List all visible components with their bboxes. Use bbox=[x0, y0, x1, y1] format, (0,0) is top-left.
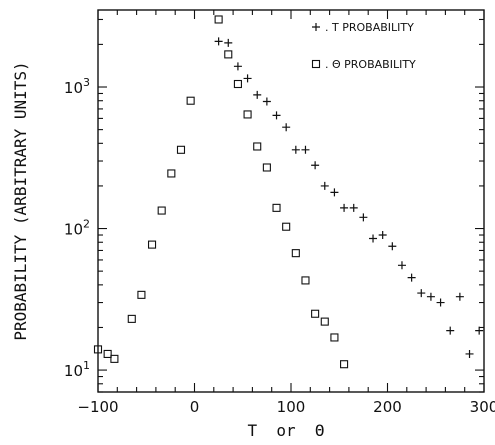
t-probability-point bbox=[369, 234, 378, 243]
theta-probability-point bbox=[253, 142, 262, 151]
t-probability-point bbox=[224, 38, 233, 47]
x-tick-label: −100 bbox=[77, 398, 118, 416]
t-probability-point bbox=[426, 292, 435, 301]
t-probability-point bbox=[272, 111, 281, 120]
t-probability-point bbox=[262, 97, 271, 106]
t-probability-point bbox=[436, 298, 445, 307]
theta-probability-point bbox=[127, 314, 136, 323]
t-probability-point bbox=[475, 326, 484, 335]
t-probability-point bbox=[340, 203, 349, 212]
x-axis-title: T or Θ bbox=[247, 421, 324, 440]
legend-label: . T PROBABILITY bbox=[325, 21, 414, 34]
theta-probability-point bbox=[214, 15, 223, 24]
theta-probability-point bbox=[137, 290, 146, 299]
t-probability-point bbox=[397, 261, 406, 270]
theta-probability-point bbox=[311, 309, 320, 318]
theta-probability-point bbox=[147, 240, 157, 249]
theta-probability-point bbox=[291, 249, 300, 258]
theta-probability-point bbox=[233, 79, 242, 89]
theta-probability-point bbox=[103, 349, 112, 358]
theta-probability-point bbox=[167, 169, 176, 178]
theta-probability-point bbox=[186, 96, 195, 105]
t-probability-point bbox=[446, 326, 455, 335]
t-probability-point bbox=[465, 349, 474, 358]
legend-label: . Θ PROBABILITY bbox=[325, 58, 416, 71]
theta-probability-point bbox=[224, 50, 233, 59]
t-probability-point bbox=[311, 161, 320, 170]
y-tick-label: 102 bbox=[64, 218, 90, 239]
t-probability-point bbox=[301, 145, 310, 154]
legend-marker-square bbox=[311, 59, 321, 69]
t-probability-point bbox=[214, 37, 223, 46]
theta-probability-point bbox=[301, 276, 310, 285]
theta-probability-point bbox=[340, 360, 349, 369]
theta-probability-point bbox=[262, 163, 271, 172]
theta-probability-point bbox=[243, 110, 252, 119]
t-probability-point bbox=[455, 292, 464, 301]
y-axis-title: PROBABILITY (ARBITRARY UNITS) bbox=[11, 61, 30, 340]
theta-probability-point bbox=[282, 222, 291, 231]
t-probability-point bbox=[320, 181, 329, 190]
theta-probability-point bbox=[93, 345, 103, 354]
t-probability-point bbox=[282, 123, 291, 132]
t-probability-point bbox=[378, 231, 387, 240]
x-tick-label: 0 bbox=[190, 398, 200, 416]
t-probability-point bbox=[330, 188, 339, 197]
t-probability-point bbox=[388, 242, 397, 251]
y-tick-label: 101 bbox=[64, 359, 90, 380]
t-probability-point bbox=[233, 62, 242, 71]
y-tick-label: 103 bbox=[64, 76, 90, 97]
theta-probability-point bbox=[272, 203, 281, 212]
legend-marker-plus bbox=[312, 23, 320, 31]
theta-probability-point bbox=[330, 333, 339, 342]
theta-probability-point bbox=[157, 206, 166, 215]
x-tick-label: 300 bbox=[470, 398, 495, 416]
theta-probability-point bbox=[176, 145, 186, 154]
t-probability-point bbox=[359, 213, 368, 222]
t-probability-point bbox=[253, 90, 262, 99]
plot-frame bbox=[97, 9, 485, 393]
theta-probability-point bbox=[320, 317, 329, 326]
theta-probability-point bbox=[110, 354, 119, 363]
t-probability-point bbox=[417, 289, 426, 298]
t-probability-point bbox=[291, 145, 300, 154]
x-tick-label: 100 bbox=[277, 398, 306, 416]
t-probability-point bbox=[243, 74, 252, 83]
t-probability-point bbox=[407, 273, 416, 282]
x-tick-label: 200 bbox=[373, 398, 402, 416]
t-probability-point bbox=[349, 203, 358, 212]
